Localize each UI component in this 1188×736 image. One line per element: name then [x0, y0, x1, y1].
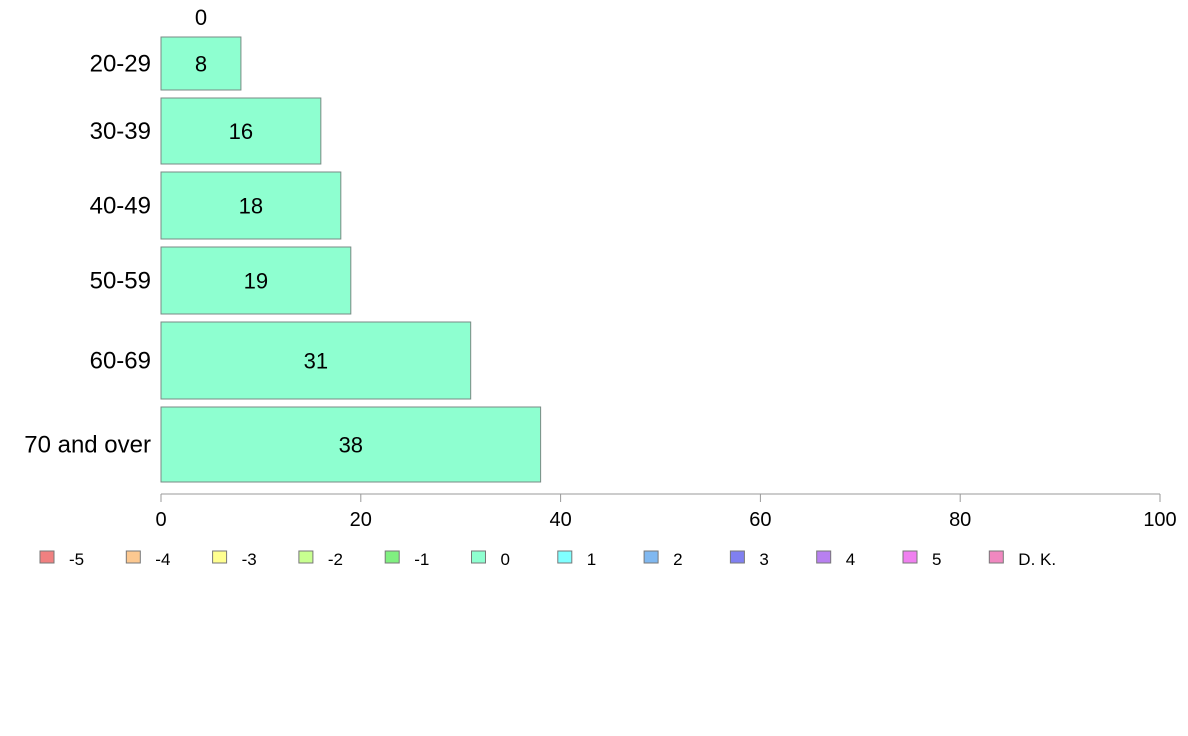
legend-swatch	[816, 550, 832, 564]
category-label: 40-49	[90, 193, 151, 220]
category-label: 60-69	[90, 348, 151, 375]
bar-value-label: 38	[339, 433, 363, 458]
bar-value-label: 19	[244, 269, 268, 294]
x-tick-label: 60	[749, 509, 771, 531]
bar-value-label: 31	[304, 349, 328, 374]
legend-swatch	[298, 550, 314, 564]
legend-swatch	[643, 550, 659, 564]
legend-label: -2	[328, 550, 343, 569]
legend-label: -4	[155, 550, 170, 569]
segment-header-label: 0	[195, 5, 207, 30]
bar-50-59	[160, 246, 352, 315]
bar-value-label: 8	[195, 52, 207, 77]
legend-swatch	[557, 550, 573, 564]
legend-swatch	[125, 550, 141, 564]
bar-40-49	[160, 171, 342, 240]
legend-swatch	[729, 550, 745, 564]
legend-swatch	[902, 550, 918, 564]
legend-swatch	[384, 550, 400, 564]
bar-60-69	[160, 321, 472, 400]
x-tick-label: 20	[350, 509, 372, 531]
legend-label: 4	[846, 550, 855, 569]
bar-70-and-over	[160, 406, 542, 483]
legend-label: 0	[501, 550, 510, 569]
category-label: 30-39	[90, 118, 151, 145]
x-tick-label: 40	[549, 509, 571, 531]
legend-label: 3	[759, 550, 768, 569]
bar-value-label: 16	[229, 119, 253, 144]
legend-swatch	[212, 550, 228, 564]
x-tick-label: 80	[949, 509, 971, 531]
category-label: 50-59	[90, 268, 151, 295]
category-label: 20-29	[90, 51, 151, 78]
x-tick-label: 100	[1143, 509, 1176, 531]
x-tick-label: 0	[155, 509, 166, 531]
bar-20-29	[160, 36, 242, 91]
legend-label: 5	[932, 550, 941, 569]
bar-30-39	[160, 97, 322, 165]
category-label: 70 and over	[24, 432, 151, 459]
legend-label: -1	[414, 550, 429, 569]
legend-swatch	[988, 550, 1004, 564]
legend-label: -3	[242, 550, 257, 569]
legend-label: D. K.	[1018, 550, 1056, 569]
legend-label: 2	[673, 550, 682, 569]
legend-swatch	[39, 550, 55, 564]
legend-label: 1	[587, 550, 596, 569]
bar-value-label: 18	[239, 194, 263, 219]
legend-label: -5	[69, 550, 84, 569]
legend-swatch	[471, 550, 486, 564]
